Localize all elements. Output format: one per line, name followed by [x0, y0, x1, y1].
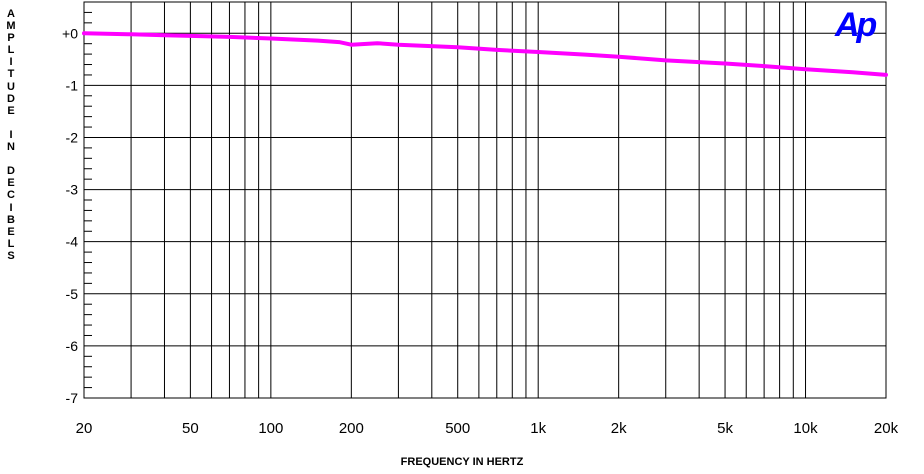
y-axis-label-letter: L — [7, 237, 15, 250]
y-tick-label: -7 — [66, 390, 79, 406]
y-axis-label-letter: M — [6, 20, 16, 33]
x-tick-label: 200 — [339, 420, 364, 437]
y-axis-label-letter: E — [7, 225, 15, 238]
y-axis-label-letter: E — [7, 177, 15, 190]
y-tick-label: +0 — [62, 25, 78, 41]
y-axis-label-letter: D — [7, 165, 15, 178]
x-tick-label: 20 — [76, 420, 93, 437]
x-tick-label: 100 — [258, 420, 283, 437]
audio-precision-logo: Ap — [835, 6, 877, 44]
x-tick-label: 50 — [182, 420, 199, 437]
y-tick-label: -2 — [66, 129, 79, 145]
y-axis-label-letter: U — [7, 80, 15, 93]
x-tick-label: 1k — [530, 420, 546, 437]
y-axis-label-letter: I — [9, 128, 13, 141]
x-tick-label: 500 — [445, 420, 470, 437]
x-tick-label: 5k — [717, 420, 733, 437]
plot-frame — [83, 1, 887, 399]
y-axis-label-letter: B — [7, 213, 15, 226]
y-axis-label-letter: I — [9, 56, 13, 69]
y-axis-label-letter: T — [7, 68, 15, 81]
y-axis-label-letter: P — [7, 32, 15, 45]
y-axis-label-letter: A — [7, 8, 15, 20]
series-line — [82, 31, 888, 77]
y-axis-label-letter: C — [7, 189, 15, 202]
y-axis-label-letter: N — [7, 141, 15, 154]
y-tick-label: -3 — [66, 182, 79, 198]
y-tick-label: -6 — [66, 338, 79, 354]
y-axis-label-letter: S — [7, 249, 15, 262]
y-axis-label-letter: L — [7, 44, 15, 57]
x-tick-label: 2k — [611, 420, 627, 437]
y-tick-label: -4 — [66, 234, 79, 250]
y-tick-label: -5 — [66, 286, 79, 302]
x-axis-label: FREQUENCY IN HERTZ — [400, 456, 524, 468]
y-axis-label-letter: D — [7, 92, 15, 105]
y-axis-label-letter: I — [9, 201, 13, 214]
y-axis-label-letter — [0, 117, 22, 129]
x-tick-label: 10k — [793, 420, 818, 437]
y-tick-label: -1 — [66, 77, 79, 93]
x-tick-label: 20k — [874, 420, 899, 437]
y-axis-label-letter — [0, 153, 22, 165]
y-axis-label-letter: E — [7, 104, 15, 117]
